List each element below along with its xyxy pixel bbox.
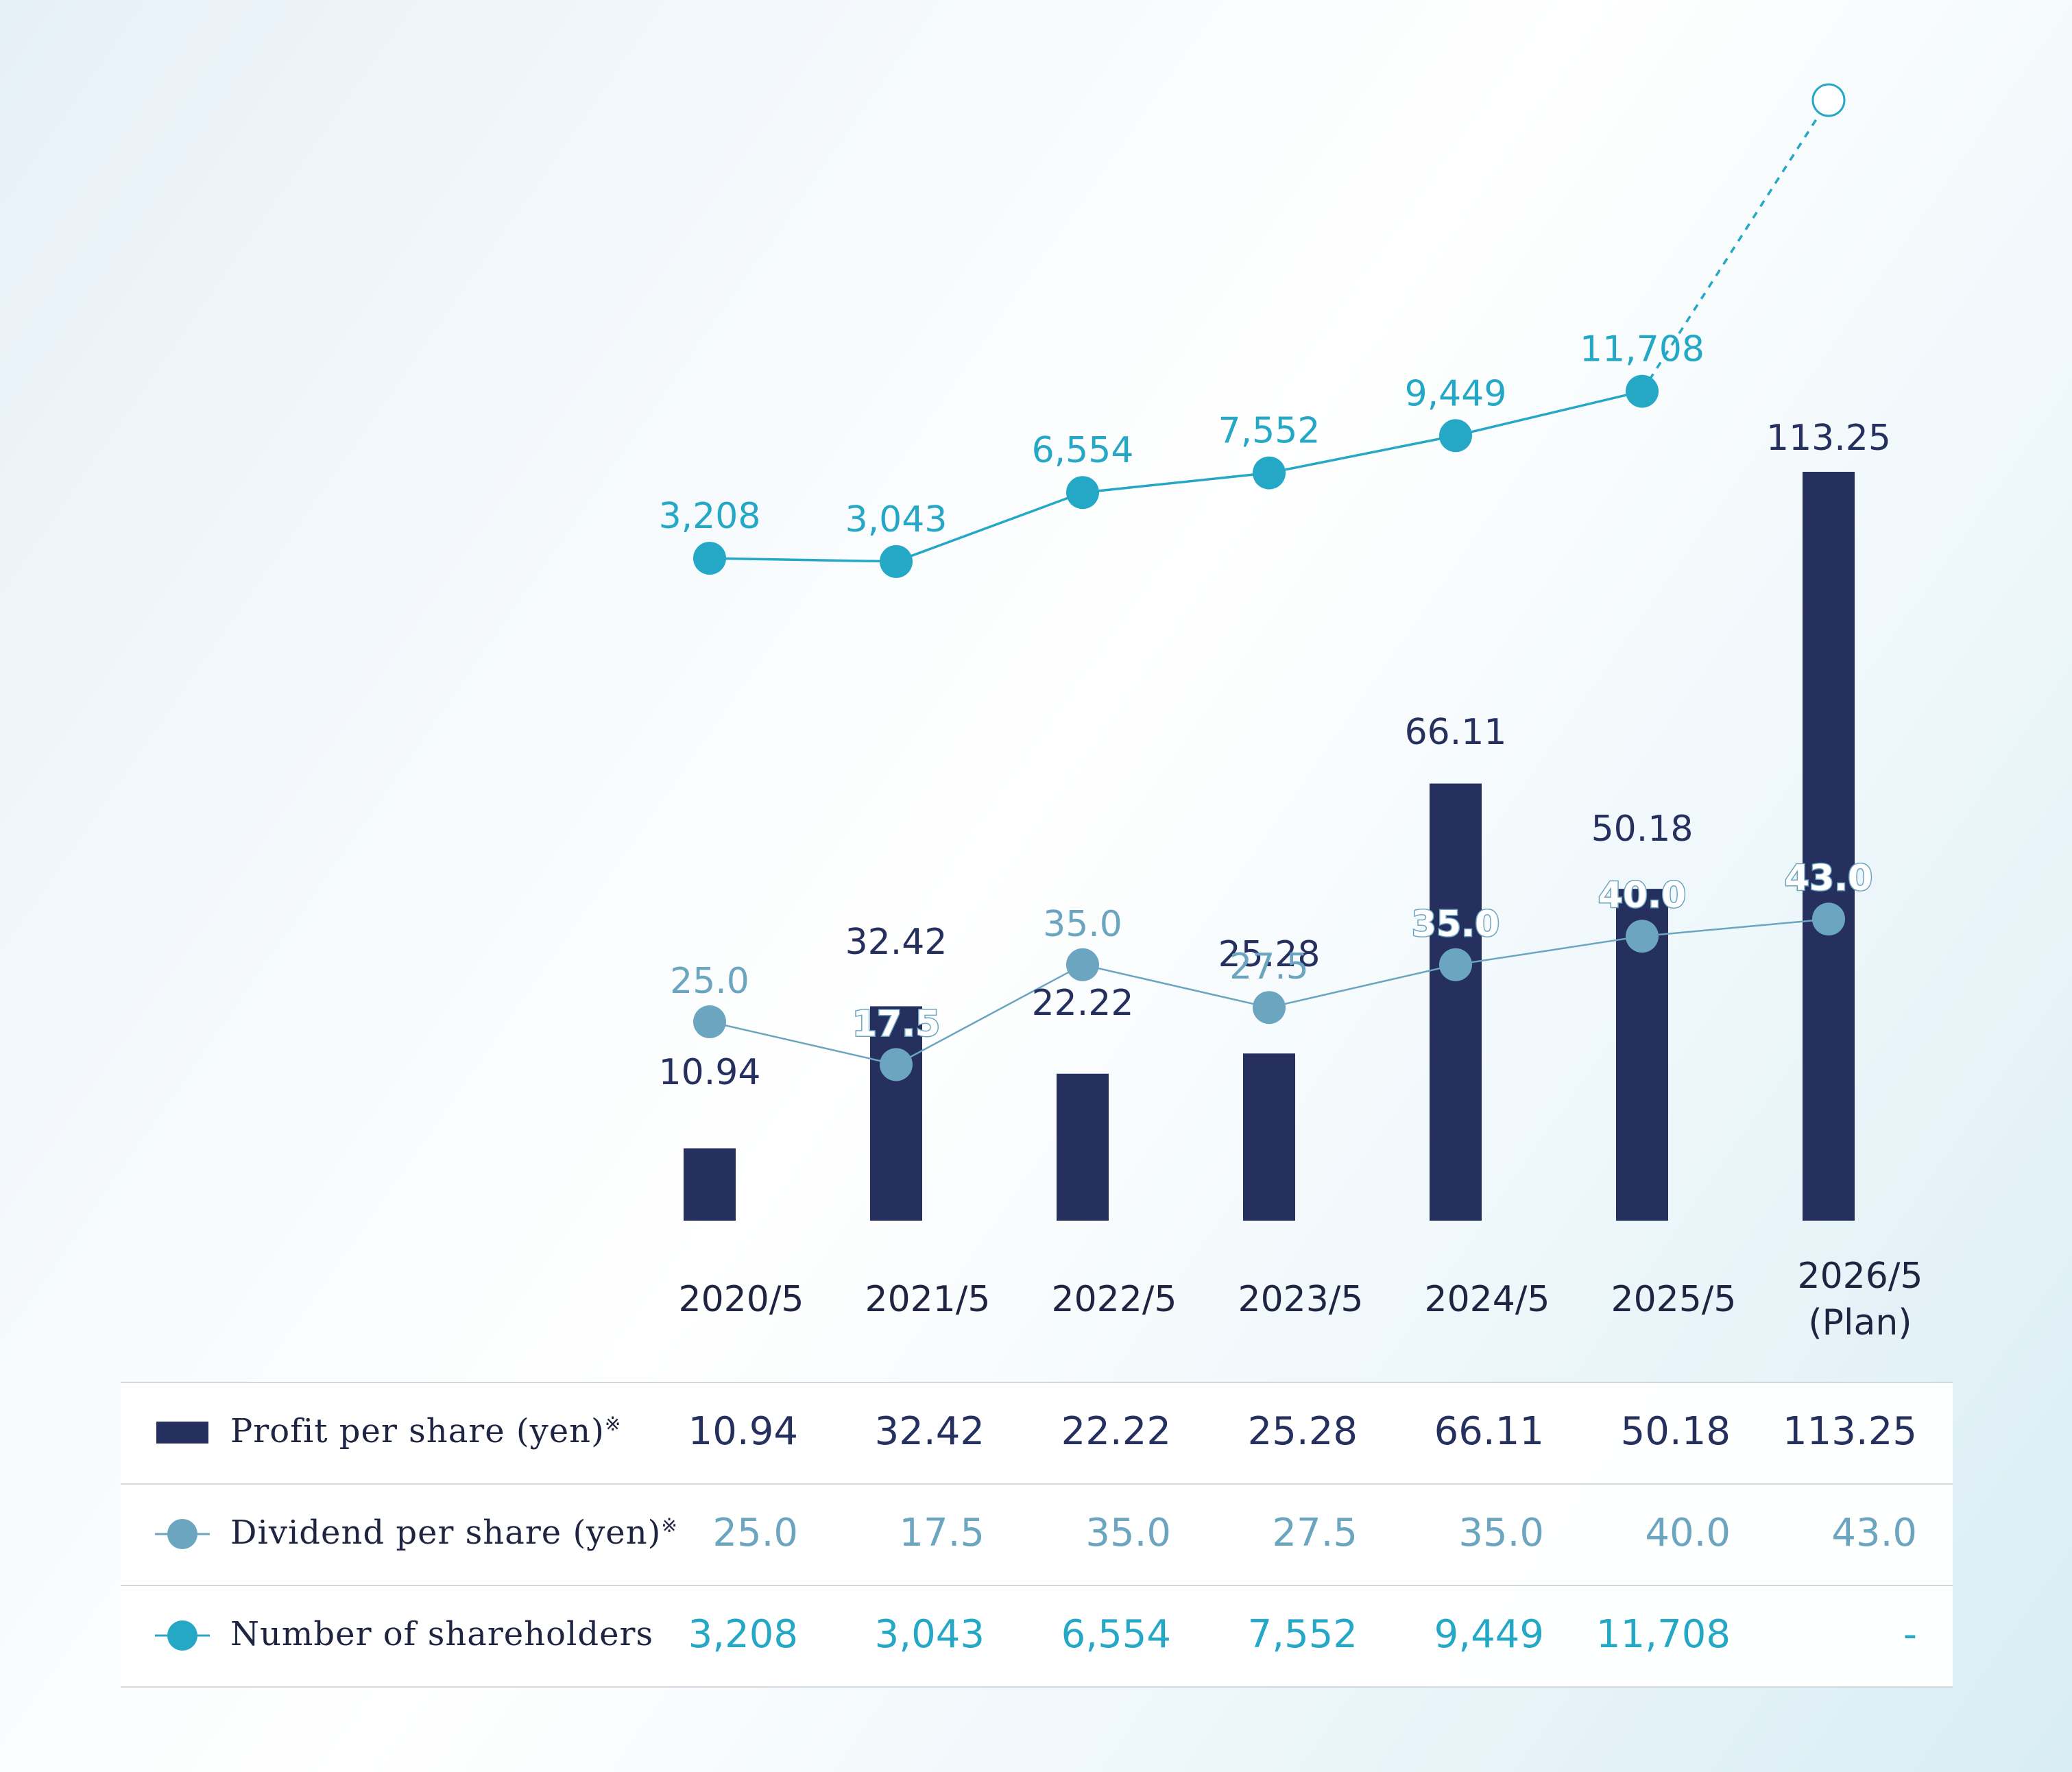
table-cell: 25.0 [712,1511,798,1555]
profit-bar [870,1006,922,1221]
x-tick-label: 2026/5 [1798,1256,1923,1297]
profit-data-label: 22.22 [1032,983,1134,1024]
profit-data-label: 32.42 [845,922,948,963]
dividend-data-label: 35.0 [1043,904,1122,945]
dividend-data-label: 40.0 [1598,875,1686,916]
dividend-note-mark: ※ [661,1514,678,1537]
x-tick-label: 2024/5 [1425,1279,1550,1320]
shareholders-data-label: 3,043 [845,499,948,540]
table-cell: 22.22 [1061,1409,1171,1454]
dividend-point [1439,948,1472,981]
dividend-data-label: 25.0 [670,961,749,1002]
profit-data-label: 113.25 [1766,418,1891,459]
shareholders-data-label: 6,554 [1032,430,1134,471]
shareholders-line [709,390,1643,563]
dividend-point [1253,991,1286,1025]
dividend-data-label: 35.0 [1412,904,1499,945]
profit-row-label: Profit per share (yen) [230,1412,605,1450]
x-tick-label: 2020/5 [679,1279,804,1320]
table-cell: - [1903,1612,1917,1657]
shareholders-point [1253,456,1286,490]
dividend-point [880,1048,913,1081]
shareholders-legend-marker [155,1620,210,1651]
x-tick-label: 2023/5 [1238,1279,1364,1320]
table-cell: 10.94 [688,1409,798,1454]
table-cell: 32.42 [874,1409,985,1454]
profit-data-label: 25.28 [1218,934,1321,975]
dividend-point [693,1005,726,1038]
profit-bar [684,1148,736,1221]
profit-bar [1803,472,1855,1221]
profit-bar [1243,1053,1295,1221]
profit-bar [1430,783,1482,1221]
table-cell: 50.18 [1620,1409,1731,1454]
table-cell: 113.25 [1783,1409,1917,1454]
profit-legend-swatch [156,1422,208,1444]
table-cell: 11,708 [1596,1612,1731,1657]
table-cell: 3,043 [874,1612,985,1657]
table-cell: 6,554 [1061,1612,1171,1657]
dividend-data-label: 43.0 [1785,858,1872,899]
table-cell: 3,208 [688,1612,798,1657]
shareholders-data-label: 3,208 [659,496,761,537]
dividend-data-label: 17.5 [852,1003,940,1044]
profit-data-label: 10.94 [659,1052,761,1093]
shareholders-point [880,544,913,578]
dividend-point [1812,902,1845,936]
dividend-row-label: Dividend per share (yen) [230,1513,662,1552]
shareholders-point [693,542,726,575]
table-row-profit: Profit per share (yen)※ 10.94 32.42 22.2… [121,1382,1953,1483]
table-cell: 35.0 [1458,1511,1544,1555]
shareholders-plan-dashed-line [1641,99,1830,392]
profit-bar [1057,1073,1109,1221]
table-cell: 35.0 [1085,1511,1171,1555]
table-cell: 66.11 [1434,1409,1544,1454]
dividend-legend-marker [155,1519,210,1549]
table-row-dividend: Dividend per share (yen)※ 25.0 17.5 35.0… [121,1483,1953,1585]
x-tick-label: 2021/5 [865,1279,991,1320]
table-cell: 40.0 [1645,1511,1731,1555]
dividend-point [1066,948,1099,981]
chart: 10.94 32.42 22.22 25.28 66.11 50.18 113.25 25.0… [659,83,1923,1343]
shareholders-point [1066,476,1099,510]
shareholders-point [1439,419,1472,453]
table-cell: 9,449 [1434,1612,1544,1657]
table-cell: 17.5 [899,1511,985,1555]
shareholders-data-label: 7,552 [1218,411,1321,452]
profit-note-mark: ※ [604,1413,622,1435]
table-cell: 27.5 [1272,1511,1358,1555]
data-table: Profit per share (yen)※ 10.94 32.42 22.2… [121,1382,1953,1688]
profit-data-label: 66.11 [1405,712,1507,753]
x-tick-label: 2025/5 [1611,1279,1737,1320]
shareholders-plan-marker [1811,83,1846,117]
shareholders-data-label: 9,449 [1405,373,1507,414]
shareholders-row-label: Number of shareholders [230,1615,654,1653]
x-tick-label: 2022/5 [1052,1279,1177,1320]
x-tick-sublabel: (Plan) [1808,1302,1912,1343]
profit-data-label: 50.18 [1591,809,1694,850]
dividend-data-label: 27.5 [1229,946,1309,987]
table-cell: 7,552 [1247,1612,1358,1657]
table-row-shareholders: Number of shareholders 3,208 3,043 6,554… [121,1585,1953,1688]
shareholders-point [1626,374,1659,408]
shareholders-data-label: 11,708 [1580,329,1704,370]
dividend-point [1626,920,1659,953]
table-cell: 25.28 [1247,1409,1358,1454]
table-cell: 43.0 [1831,1511,1917,1555]
